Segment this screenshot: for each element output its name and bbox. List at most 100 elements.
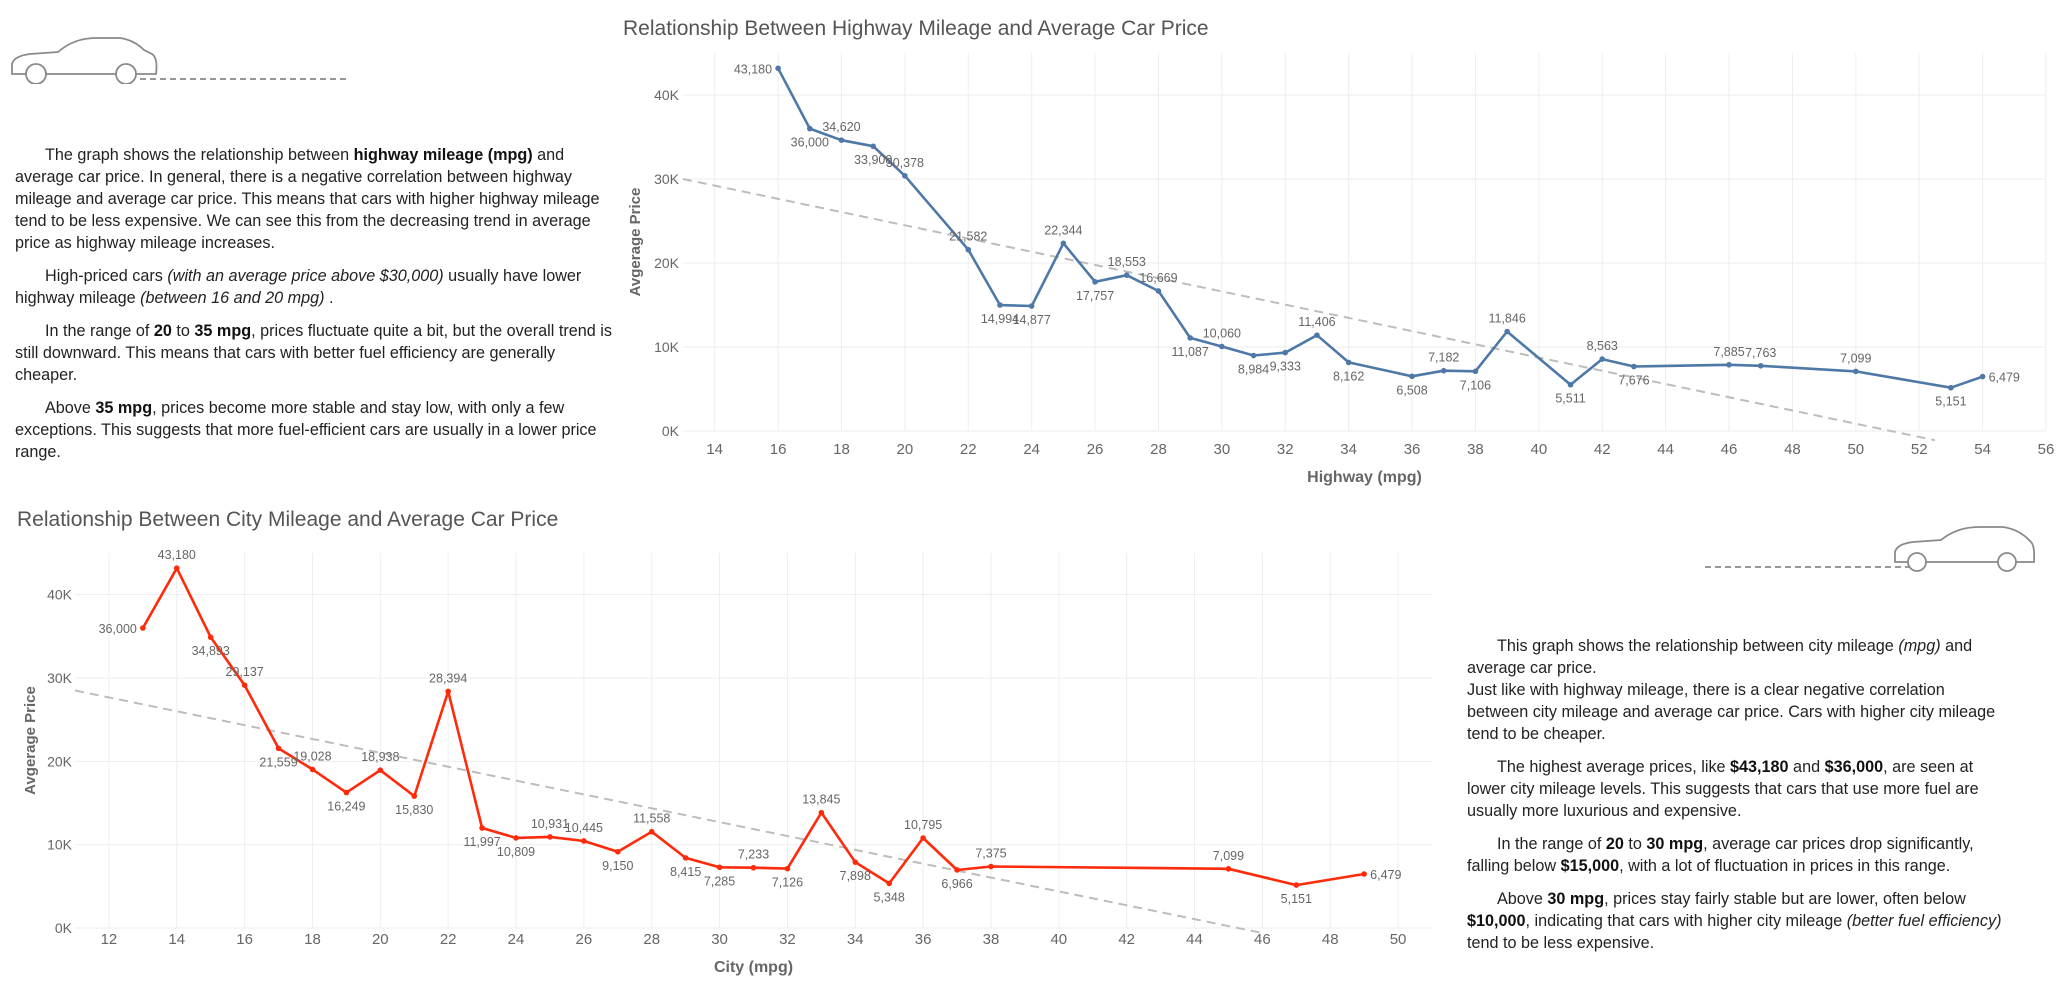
highway-data-point [1757,362,1764,369]
highway-data-point [1345,359,1352,366]
highway-data-label: 43,180 [734,62,772,76]
city-data-label: 36,000 [99,622,137,636]
city-data-label: 5,348 [874,890,905,904]
city-y-tick-label: 40K [47,587,73,603]
highway-y-tick-label: 0K [662,423,680,439]
highway-x-tick-label: 34 [1340,441,1357,458]
city-x-tick-label: 42 [1118,931,1135,948]
city-x-tick-label: 12 [101,931,118,948]
city-narrative: This graph shows the relationship betwee… [1467,635,2007,965]
city-data-label: 19,028 [293,749,331,763]
city-data-label: 7,375 [975,847,1006,861]
highway-paragraph-1: The graph shows the relationship between… [15,146,600,252]
highway-x-tick-label: 24 [1023,441,1040,458]
highway-x-tick-label: 38 [1467,441,1484,458]
city-data-label: 10,795 [904,818,942,832]
highway-data-point [1060,240,1067,247]
highway-data-point [1853,368,1859,375]
highway-data-point [1726,361,1732,368]
highway-data-point [1440,367,1447,374]
city-data-point [343,789,350,796]
highway-data-label: 34,620 [822,120,860,134]
city-data-point [581,838,587,844]
city-data-point [920,835,926,841]
highway-y-tick-label: 40K [654,87,680,103]
highway-data-point [997,302,1003,308]
city-data-point [954,867,960,873]
highway-data-point [1314,332,1320,338]
highway-data-label: 14,994 [981,312,1019,326]
highway-data-label: 8,563 [1587,339,1618,353]
city-data-label: 7,126 [772,876,803,890]
city-data-point [886,880,892,887]
highway-x-tick-label: 28 [1150,441,1167,458]
city-x-tick-label: 40 [1050,931,1067,948]
highway-data-point [1409,373,1415,380]
city-x-tick-label: 38 [983,931,1000,948]
city-data-point [140,625,146,631]
city-data-point [547,834,553,840]
city-data-point [682,855,689,861]
highway-data-point [1504,328,1510,335]
city-y-tick-label: 10K [47,837,73,853]
city-series-line [141,566,1365,887]
highway-data-label: 9,333 [1270,360,1301,374]
city-data-point [716,864,723,871]
highway-paragraph-4: Above 35 mpg, prices become more stable … [15,399,597,461]
highway-data-point [1282,349,1289,356]
highway-data-label: 36,000 [791,136,829,150]
highway-paragraph-2: High-priced cars (with an average price … [15,267,582,307]
highway-data-point [1155,288,1162,294]
highway-series-line [776,67,1984,390]
city-data-point [1361,871,1367,877]
city-y-tick-label: 20K [47,753,73,769]
highway-data-point [806,125,813,132]
highway-y-axis-title: Avgerage Price [627,188,644,297]
highway-data-point [1250,352,1257,359]
highway-x-tick-label: 32 [1277,441,1294,458]
highway-x-tick-label: 48 [1784,441,1801,458]
highway-y-tick-label: 30K [654,171,680,187]
city-data-label: 11,558 [633,812,670,826]
city-data-point [988,863,994,870]
city-x-tick-label: 50 [1390,931,1407,948]
highway-data-label: 21,582 [949,230,987,244]
highway-x-tick-label: 44 [1657,441,1674,458]
city-data-point [648,828,655,835]
highway-chart-title: Relationship Between Highway Mileage and… [623,17,1209,40]
city-data-point [479,825,485,831]
city-data-label: 13,845 [802,793,840,807]
city-data-point [207,634,214,641]
city-x-tick-label: 14 [168,931,185,948]
city-y-tick-label: 30K [47,670,73,686]
highway-x-tick-label: 20 [897,441,914,458]
highway-x-tick-label: 50 [1847,441,1864,458]
city-data-label: 21,559 [259,755,297,769]
highway-data-point [838,137,845,143]
city-data-label: 15,830 [395,803,433,817]
car-icon [11,37,348,84]
highway-data-label: 8,984 [1238,363,1269,377]
city-x-tick-label: 20 [372,931,389,948]
highway-paragraph-3: In the range of 20 to 35 mpg, prices flu… [15,322,612,384]
city-chart-title: Relationship Between City Mileage and Av… [17,508,559,531]
city-paragraph-3: In the range of 20 to 30 mpg, average ca… [1467,835,1974,875]
highway-data-point [1567,381,1574,388]
city-x-tick-label: 18 [304,931,321,948]
highway-data-point [1187,335,1193,341]
city-x-tick-label: 44 [1186,931,1203,948]
highway-data-label: 5,151 [1935,395,1966,409]
highway-x-tick-label: 26 [1087,441,1104,458]
city-data-point [784,865,791,872]
highway-x-tick-label: 52 [1911,441,1928,458]
city-data-label: 10,809 [497,845,535,859]
highway-x-tick-label: 16 [770,441,787,458]
city-x-tick-label: 28 [643,931,660,948]
highway-data-label: 33,900 [854,153,892,167]
highway-data-label: 11,087 [1172,345,1209,359]
city-data-label: 10,445 [565,821,603,835]
highway-x-tick-label: 18 [833,441,850,458]
highway-data-label: 5,511 [1555,392,1585,406]
city-data-label: 29,137 [226,665,264,679]
